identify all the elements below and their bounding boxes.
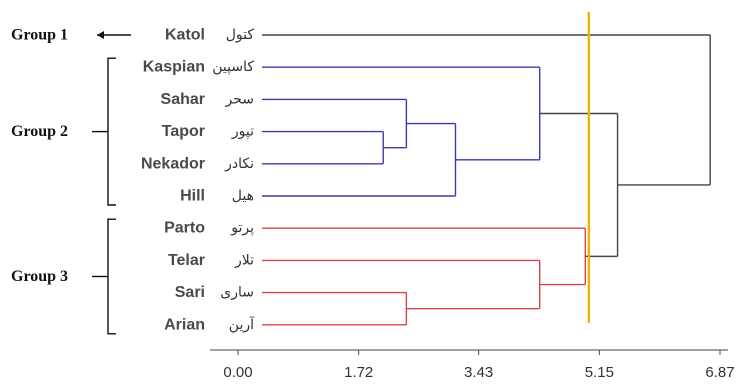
leaf-label-persian: هیل (232, 188, 254, 204)
group-bracket (107, 218, 116, 335)
leaf-label: Parto (164, 220, 205, 237)
leaf-label-persian: کتول (226, 27, 255, 43)
leaf-label: Kaspian (143, 59, 205, 76)
leaf-label-persian: تپور (231, 124, 254, 140)
leaf-label: Hill (180, 188, 205, 205)
x-tick-label: 0.00 (223, 364, 252, 381)
leaf-label: Katol (165, 27, 205, 44)
leaf-label: Tapor (162, 123, 205, 140)
leaf-label: Sari (175, 284, 205, 301)
leaf-label: Sahar (161, 91, 205, 108)
leaf-label-persian: پرتو (230, 220, 254, 236)
group-label: Group 1 (11, 27, 68, 44)
x-tick-label: 3.43 (464, 364, 493, 381)
leaf-label: Arian (164, 316, 205, 333)
leaf-label-persian: کاسپین (212, 59, 254, 75)
x-tick-label: 1.72 (344, 364, 373, 381)
leaf-label-persian: آرین (229, 316, 255, 333)
leaf-label: Telar (168, 252, 205, 269)
leaf-label-persian: تلار (234, 252, 254, 268)
leaf-label-persian: ساری (220, 285, 254, 301)
leaf-label-persian: نکادر (224, 156, 254, 172)
leaf-label: Nekador (141, 155, 205, 172)
group-bracket (107, 57, 116, 206)
group-label: Group 2 (11, 123, 68, 140)
leaf-label-persian: سحر (225, 91, 255, 107)
group-label: Group 3 (11, 268, 68, 285)
group-arrow-head (97, 31, 104, 39)
x-tick-label: 5.15 (585, 364, 614, 381)
x-tick-label: 6.87 (705, 364, 734, 381)
